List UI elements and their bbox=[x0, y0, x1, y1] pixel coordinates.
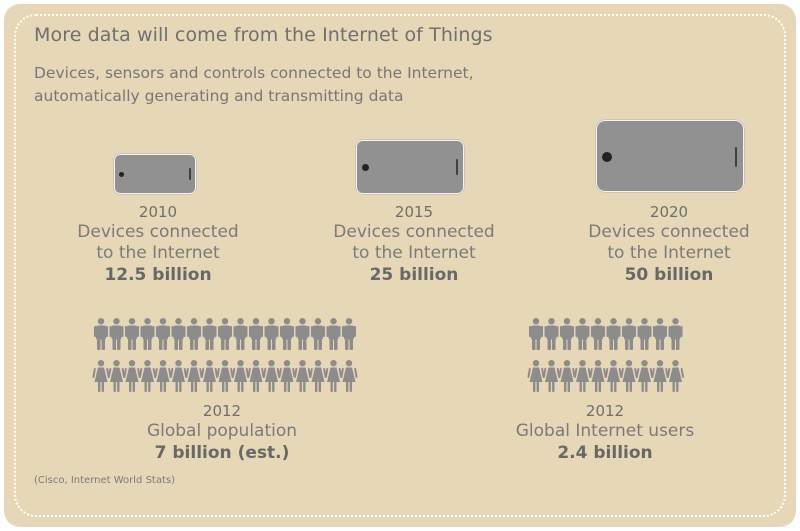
person-male-icon bbox=[94, 318, 108, 350]
person-female-icon bbox=[558, 360, 576, 392]
devices-2015: 2015 Devices connected to the Internet 2… bbox=[304, 203, 524, 287]
phone-icon-2020 bbox=[596, 120, 744, 192]
person-female-icon bbox=[247, 360, 265, 392]
person-female-icon bbox=[278, 360, 296, 392]
person-male-icon bbox=[295, 318, 310, 350]
devices-2020-value: 50 billion bbox=[624, 265, 714, 285]
person-male-icon bbox=[125, 318, 139, 350]
devices-2015-label-1: Devices connected bbox=[333, 222, 495, 242]
person-male-icon bbox=[653, 318, 667, 350]
devices-2015-value: 25 billion bbox=[369, 265, 459, 285]
dotted-border bbox=[14, 14, 786, 517]
person-female-icon bbox=[340, 360, 358, 392]
person-female-icon bbox=[573, 360, 592, 392]
person-male-icon bbox=[187, 318, 201, 350]
person-female-icon bbox=[107, 360, 126, 392]
person-male-icon bbox=[218, 318, 232, 350]
population-label: Global population bbox=[146, 421, 298, 441]
person-female-icon bbox=[262, 360, 281, 392]
person-female-icon bbox=[635, 360, 654, 392]
person-male-icon bbox=[171, 318, 186, 350]
phone-icon-2015 bbox=[356, 140, 464, 194]
person-male-icon bbox=[264, 318, 279, 350]
person-male-icon bbox=[326, 318, 341, 350]
person-female-icon bbox=[216, 360, 234, 392]
population: 2012 Global population 7 billion (est.) bbox=[112, 402, 332, 465]
devices-2010-year: 2010 bbox=[138, 203, 178, 221]
person-male-icon bbox=[342, 318, 356, 350]
internet-users: 2012 Global Internet users 2.4 billion bbox=[495, 402, 715, 465]
person-male-icon bbox=[668, 318, 683, 350]
devices-2010-label-1: Devices connected bbox=[77, 222, 239, 242]
person-male-icon bbox=[233, 318, 248, 350]
person-female-icon bbox=[542, 360, 561, 392]
person-female-icon bbox=[309, 360, 327, 392]
devices-2010-value: 12.5 billion bbox=[104, 265, 212, 285]
internet-users-label: Global Internet users bbox=[515, 421, 695, 441]
person-female-icon bbox=[185, 360, 203, 392]
population-icons bbox=[92, 318, 358, 392]
subtitle: Devices, sensors and controls connected … bbox=[34, 62, 594, 108]
person-male-icon bbox=[109, 318, 124, 350]
infographic-card bbox=[4, 4, 796, 527]
person-female-icon bbox=[200, 360, 219, 392]
title: More data will come from the Internet of… bbox=[34, 24, 493, 46]
person-male-icon bbox=[622, 318, 636, 350]
devices-2020-label-1: Devices connected bbox=[588, 222, 750, 242]
person-male-icon bbox=[606, 318, 621, 350]
person-female-icon bbox=[92, 360, 110, 392]
devices-2020-year: 2020 bbox=[649, 203, 689, 221]
person-male-icon bbox=[575, 318, 590, 350]
person-female-icon bbox=[604, 360, 623, 392]
internet-users-value: 2.4 billion bbox=[557, 443, 653, 463]
devices-2010: 2010 Devices connected to the Internet 1… bbox=[48, 203, 268, 287]
person-male-icon bbox=[637, 318, 652, 350]
person-female-icon bbox=[123, 360, 141, 392]
person-female-icon bbox=[527, 360, 545, 392]
person-male-icon bbox=[311, 318, 325, 350]
person-male-icon bbox=[140, 318, 155, 350]
person-male-icon bbox=[560, 318, 574, 350]
person-female-icon bbox=[154, 360, 172, 392]
person-male-icon bbox=[280, 318, 294, 350]
person-female-icon bbox=[651, 360, 669, 392]
person-female-icon bbox=[138, 360, 157, 392]
devices-2010-label-2: to the Internet bbox=[96, 243, 220, 263]
subtitle-line-2: automatically generating and transmittin… bbox=[34, 87, 404, 105]
population-year: 2012 bbox=[202, 402, 242, 420]
person-female-icon bbox=[324, 360, 343, 392]
person-female-icon bbox=[666, 360, 685, 392]
person-male-icon bbox=[249, 318, 263, 350]
person-female-icon bbox=[169, 360, 188, 392]
internet-users-year: 2012 bbox=[585, 402, 625, 420]
person-male-icon bbox=[202, 318, 217, 350]
person-female-icon bbox=[589, 360, 607, 392]
person-male-icon bbox=[156, 318, 170, 350]
phone-icon-2010 bbox=[114, 154, 196, 194]
source-note: (Cisco, Internet World Stats) bbox=[34, 475, 175, 486]
internet-users-icons bbox=[527, 318, 685, 392]
person-female-icon bbox=[293, 360, 312, 392]
person-male-icon bbox=[529, 318, 543, 350]
person-female-icon bbox=[620, 360, 638, 392]
devices-2015-year: 2015 bbox=[394, 203, 434, 221]
person-female-icon bbox=[231, 360, 250, 392]
devices-2015-label-2: to the Internet bbox=[352, 243, 476, 263]
devices-2020-label-2: to the Internet bbox=[607, 243, 731, 263]
subtitle-line-1: Devices, sensors and controls connected … bbox=[34, 64, 474, 82]
population-value: 7 billion (est.) bbox=[154, 443, 290, 463]
person-male-icon bbox=[591, 318, 605, 350]
devices-2020: 2020 Devices connected to the Internet 5… bbox=[559, 203, 779, 287]
person-male-icon bbox=[544, 318, 559, 350]
